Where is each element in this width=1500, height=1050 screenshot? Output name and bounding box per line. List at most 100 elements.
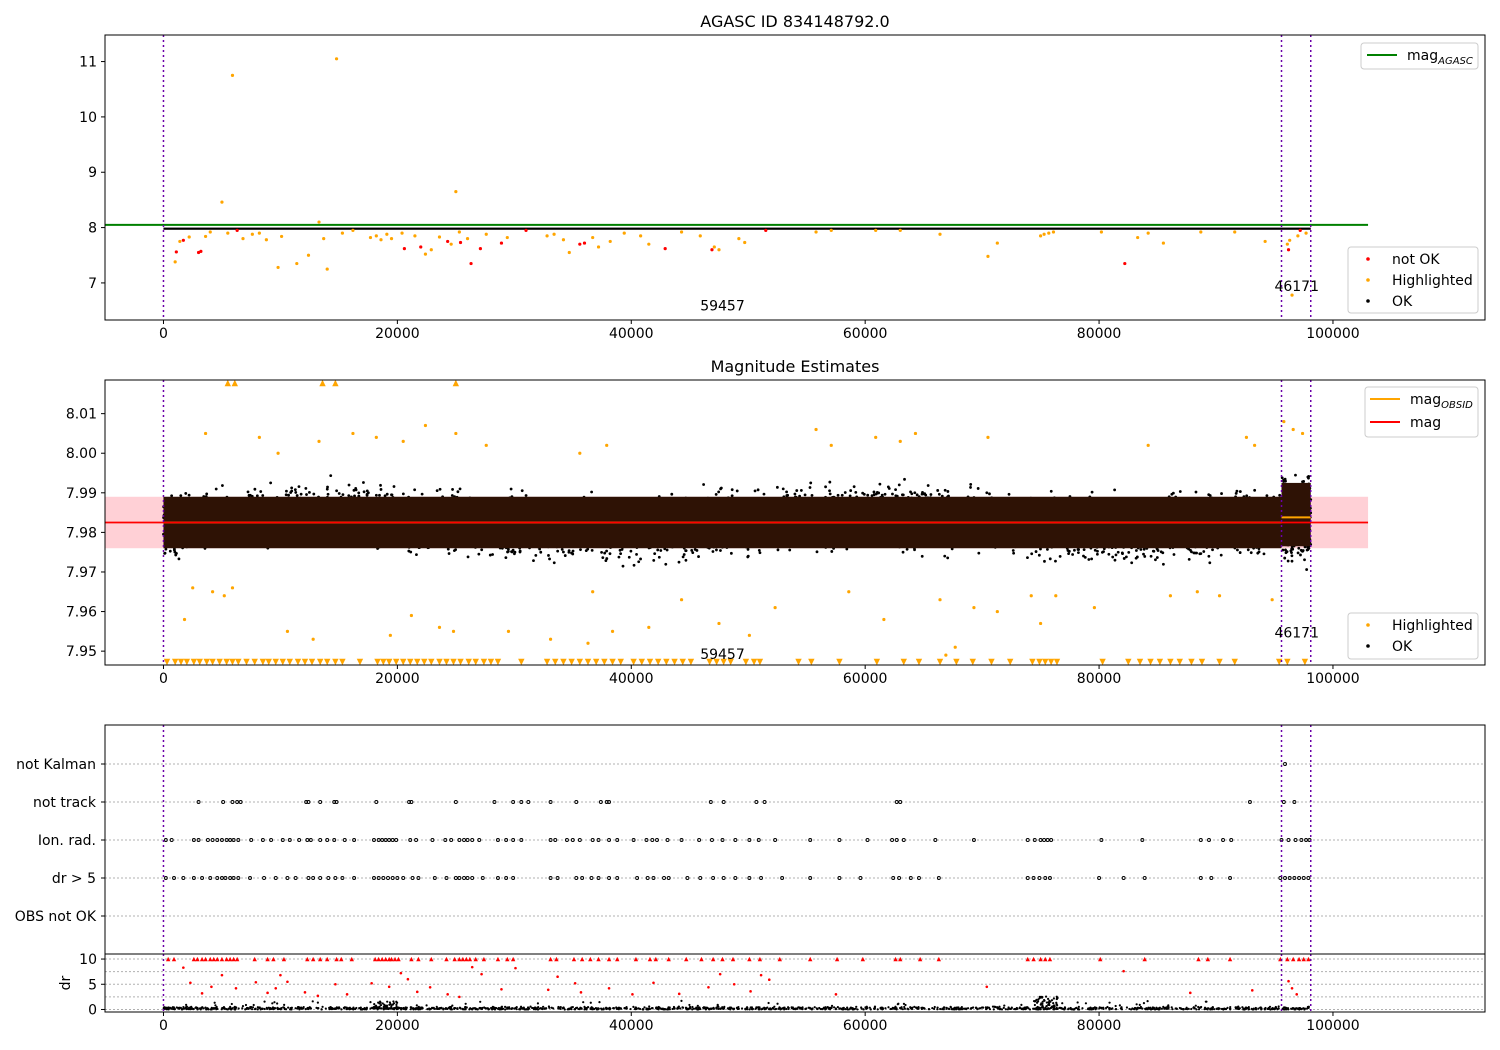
- ok-point: [1026, 556, 1029, 560]
- ok-point: [1122, 557, 1126, 560]
- ok-point: [1202, 550, 1206, 553]
- ok-point: [513, 550, 517, 554]
- ok-point: [562, 550, 565, 554]
- panel1-frame: [104, 34, 1486, 321]
- highlighted-point-47: [647, 242, 651, 246]
- ok-point: [1299, 553, 1302, 557]
- ok-point: [1207, 554, 1211, 558]
- highlighted-point-53: [743, 240, 747, 245]
- highlighted-point-62: [1042, 232, 1046, 236]
- highlighted-point-73: [1288, 238, 1292, 242]
- ok-point: [205, 492, 209, 496]
- ok-point: [828, 489, 831, 493]
- ok-point: [637, 560, 641, 564]
- ok-point: [447, 552, 451, 555]
- ok-point: [1011, 549, 1015, 552]
- ok-point: [556, 549, 560, 553]
- legend-mag-agasc-sub: AGASC: [1437, 56, 1473, 67]
- ok-point: [326, 485, 329, 489]
- highlighted-point-25: [385, 232, 389, 236]
- ok-point: [719, 487, 723, 491]
- ok-point: [312, 492, 316, 496]
- highlighted-point-68: [1161, 241, 1165, 245]
- ok-point: [627, 555, 631, 559]
- not-ok-point-3: [199, 249, 203, 253]
- ok-point: [214, 487, 218, 491]
- highlighted-point-75: [1296, 234, 1300, 238]
- p1-obsid-label-1: 46171: [1274, 279, 1319, 295]
- ok-point: [809, 481, 813, 485]
- ok-point: [923, 492, 927, 496]
- ok-point: [828, 480, 832, 484]
- ok-point: [632, 563, 636, 567]
- highlighted-point-11: [264, 238, 268, 242]
- ok-point: [520, 489, 524, 493]
- ok-point: [639, 557, 642, 561]
- ok-point: [621, 564, 625, 568]
- ok-point: [532, 559, 535, 563]
- ok-point: [450, 494, 454, 497]
- highlighted-point-56: [874, 228, 878, 232]
- ok-point: [548, 557, 551, 561]
- ok-point: [362, 481, 365, 484]
- not-ok-point-5: [402, 247, 406, 251]
- ok-point: [1093, 548, 1097, 552]
- ok-point: [1208, 561, 1212, 565]
- highlighted-point-50: [712, 245, 716, 249]
- highlighted-point-65: [1099, 230, 1104, 234]
- ok-point: [415, 553, 418, 556]
- ok-point: [590, 490, 594, 494]
- ok-point: [284, 493, 288, 497]
- ok-point: [305, 493, 308, 496]
- ok-point: [670, 492, 674, 496]
- panel1-legend-upper: magAGASC: [1360, 42, 1479, 70]
- ok-point: [684, 558, 688, 562]
- highlighted-point-33: [454, 190, 458, 194]
- ok-point: [1067, 549, 1071, 553]
- highlighted-point-72: [1285, 242, 1289, 246]
- ok-point: [511, 548, 515, 552]
- ok-point: [491, 553, 494, 556]
- ok-point: [586, 547, 590, 551]
- ok-point: [629, 549, 633, 553]
- ok-point: [1046, 548, 1049, 551]
- ok-point: [329, 474, 333, 478]
- ok-point: [682, 553, 686, 556]
- ok-point: [534, 553, 538, 557]
- highlighted-point-13: [279, 234, 284, 239]
- ok-point: [852, 485, 856, 489]
- ok-point: [177, 557, 181, 561]
- ok-point: [1096, 549, 1099, 553]
- ok-point: [836, 493, 840, 497]
- ok-point: [1290, 554, 1294, 558]
- ok-point: [401, 492, 405, 496]
- ok-point: [509, 487, 513, 491]
- not-ok-point-6: [419, 245, 423, 249]
- ok-point: [1095, 552, 1099, 556]
- ok-point: [937, 492, 941, 496]
- ok-point: [758, 551, 762, 555]
- ok-point: [830, 550, 834, 553]
- highlighted-point-5: [220, 200, 224, 204]
- ok-point: [1306, 475, 1310, 479]
- ok-point: [1172, 553, 1176, 556]
- ok-point: [913, 491, 917, 495]
- highlighted-point-2: [187, 235, 191, 239]
- ok-point: [253, 487, 257, 491]
- ok-point: [1253, 488, 1257, 492]
- ok-point: [290, 489, 294, 493]
- ok-point: [681, 555, 685, 559]
- highlighted-point-60: [995, 241, 999, 245]
- ok-point: [702, 483, 706, 486]
- ok-point: [1139, 548, 1143, 551]
- ok-point: [385, 492, 389, 496]
- ok-point: [664, 562, 668, 566]
- ok-point: [845, 547, 849, 551]
- ok-point: [872, 493, 876, 497]
- ok-point: [985, 491, 989, 495]
- ok-point: [756, 488, 760, 492]
- ok-point: [1113, 488, 1117, 492]
- ok-point: [255, 494, 259, 498]
- ok-point: [1290, 559, 1294, 563]
